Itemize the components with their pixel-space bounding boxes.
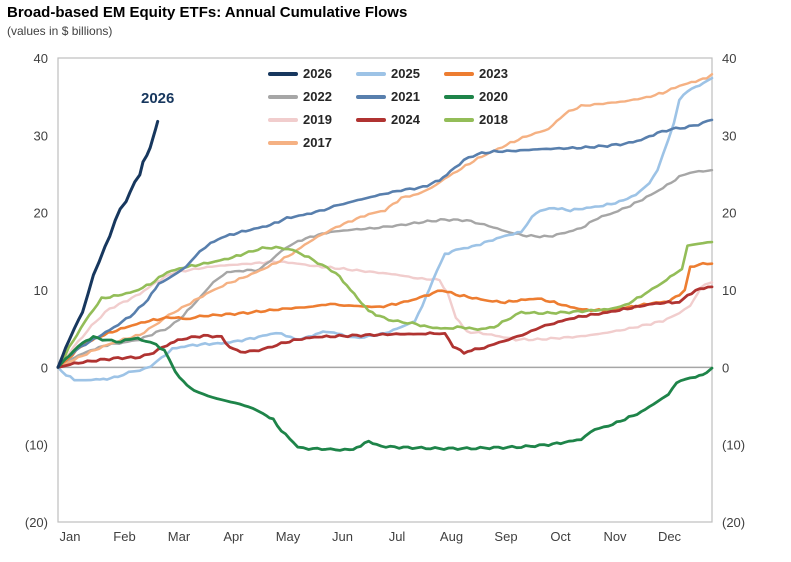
legend-item-2021: 2021 [356, 90, 444, 103]
x-axis-label: Jul [389, 529, 406, 544]
y-axis-label-right: 10 [722, 283, 736, 298]
series-line-2025 [56, 76, 714, 382]
y-axis-label-right: (10) [722, 438, 745, 453]
legend-item-2026: 2026 [268, 67, 356, 80]
legend-item-2024: 2024 [356, 113, 444, 126]
legend-swatch-2024 [356, 117, 386, 122]
legend-label-2026: 2026 [303, 66, 332, 81]
legend-label-2017: 2017 [303, 135, 332, 150]
chart-legend: 2026 2025 2023 2022 2021 2020 2019 2024 2018 2017 [268, 62, 532, 154]
series-line-2019 [56, 259, 714, 369]
legend-swatch-2017 [268, 140, 298, 145]
x-axis-label: Sep [494, 529, 517, 544]
legend-label-2018: 2018 [479, 112, 508, 127]
x-axis-label: Oct [550, 529, 571, 544]
legend-swatch-2026 [268, 71, 298, 76]
series-line-2017 [56, 73, 714, 369]
x-axis-label: Jan [60, 529, 81, 544]
y-axis-label-left: 20 [34, 206, 48, 221]
legend-label-2024: 2024 [391, 112, 420, 127]
y-axis-label-left: 0 [41, 360, 48, 375]
legend-item-2022: 2022 [268, 90, 356, 103]
chart-subtitle: (values in $ billions) [7, 24, 113, 38]
series-line-2024 [56, 285, 714, 369]
x-axis-label: Apr [223, 529, 244, 544]
x-axis-label: Feb [113, 529, 135, 544]
legend-item-2019: 2019 [268, 113, 356, 126]
legend-item-2025: 2025 [356, 67, 444, 80]
series-line-2021 [56, 118, 714, 369]
legend-label-2025: 2025 [391, 66, 420, 81]
legend-label-2022: 2022 [303, 89, 332, 104]
plot-border [57, 57, 713, 523]
series-annotation-2026: 2026 [141, 90, 175, 107]
x-axis-label: Mar [168, 529, 191, 544]
y-axis-label-right: 40 [722, 51, 736, 66]
series-line-2022 [56, 168, 714, 369]
x-axis-label: Dec [658, 529, 682, 544]
legend-swatch-2025 [356, 71, 386, 76]
x-axis-label: Nov [603, 529, 627, 544]
legend-swatch-2023 [444, 71, 474, 76]
series-line-2026 [56, 119, 160, 369]
series-line-2018 [56, 240, 714, 369]
y-axis-label-right: (20) [722, 515, 745, 530]
legend-item-2023: 2023 [444, 67, 532, 80]
legend-swatch-2019 [268, 117, 298, 122]
legend-swatch-2021 [356, 94, 386, 99]
chart-title: Broad-based EM Equity ETFs: Annual Cumul… [7, 4, 408, 21]
y-axis-label-left: (10) [25, 438, 48, 453]
series-line-2020 [56, 335, 714, 452]
y-axis-label-left: 10 [34, 283, 48, 298]
legend-item-2020: 2020 [444, 90, 532, 103]
legend-swatch-2018 [444, 117, 474, 122]
x-axis-label: Jun [332, 529, 353, 544]
y-axis-label-left: 30 [34, 128, 48, 143]
legend-label-2020: 2020 [479, 89, 508, 104]
y-axis-label-right: 30 [722, 128, 736, 143]
y-axis-label-right: 0 [722, 360, 729, 375]
legend-label-2023: 2023 [479, 66, 508, 81]
y-axis-label-right: 20 [722, 206, 736, 221]
legend-item-2017: 2017 [268, 136, 356, 149]
x-axis-label: Aug [440, 529, 463, 544]
x-axis-label: May [276, 529, 301, 544]
y-axis-label-left: 40 [34, 51, 48, 66]
legend-item-2018: 2018 [444, 113, 532, 126]
y-axis-label-left: (20) [25, 515, 48, 530]
legend-swatch-2020 [444, 94, 474, 99]
legend-label-2019: 2019 [303, 112, 332, 127]
legend-label-2021: 2021 [391, 89, 420, 104]
legend-swatch-2022 [268, 94, 298, 99]
